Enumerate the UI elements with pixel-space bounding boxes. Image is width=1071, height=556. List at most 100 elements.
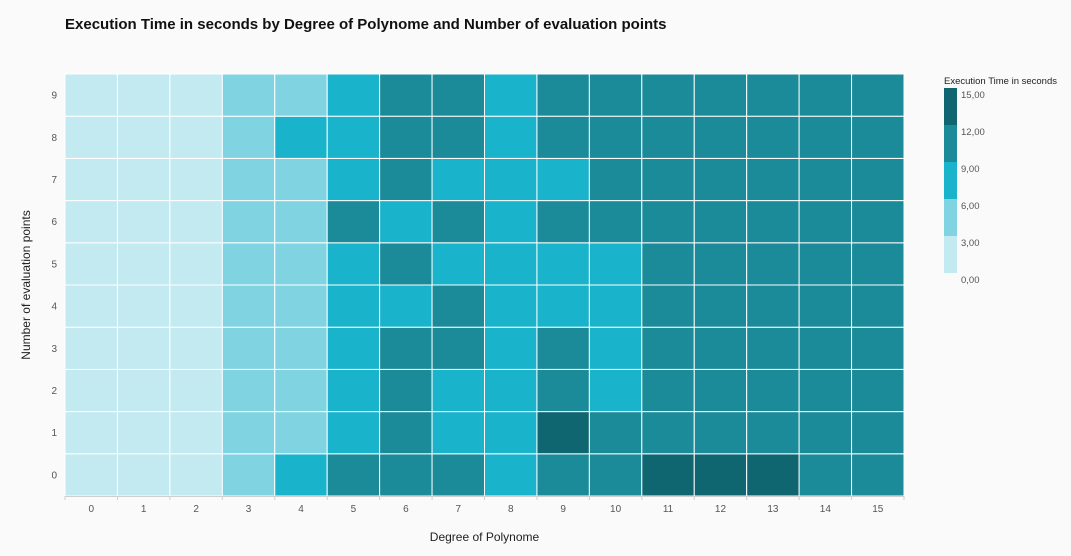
- heatmap-cell: [64, 368, 118, 413]
- heatmap-cell: [326, 157, 381, 202]
- heatmap-cell: [798, 115, 853, 159]
- y-tick-label: 5: [51, 259, 57, 270]
- y-tick-label: 8: [51, 133, 57, 144]
- heatmap-cell: [274, 73, 328, 117]
- heatmap-cell: [693, 284, 748, 328]
- heatmap-cell: [851, 157, 905, 202]
- heatmap-cell: [64, 73, 118, 117]
- heatmap-cell: [798, 453, 853, 497]
- heatmap-cell: [588, 157, 643, 202]
- heatmap-cell: [484, 411, 538, 455]
- heatmap-cell: [851, 242, 905, 286]
- heatmap-cell: [221, 453, 276, 497]
- heatmap-cell: [851, 284, 905, 328]
- heatmap-cell: [484, 157, 538, 202]
- heatmap-cell: [588, 115, 643, 159]
- heatmap-cell: [221, 115, 276, 159]
- heatmap-cell: [274, 368, 328, 413]
- heatmap-cell: [221, 411, 276, 455]
- x-tick-label: 0: [88, 504, 94, 515]
- heatmap-cells: [64, 73, 905, 497]
- heatmap-cell: [379, 411, 433, 455]
- heatmap-cell: [116, 326, 171, 370]
- x-tick-label: 3: [246, 504, 252, 515]
- heatmap-cell: [274, 200, 328, 244]
- x-tick-label: 2: [193, 504, 199, 515]
- heatmap-cell: [116, 73, 171, 117]
- heatmap-cell: [798, 200, 853, 244]
- x-tick-label: 14: [820, 504, 832, 515]
- y-tick-label: 7: [51, 175, 57, 186]
- legend-swatch: [944, 162, 957, 199]
- heatmap-cell: [588, 368, 643, 413]
- heatmap-cell: [851, 368, 905, 413]
- heatmap-cell: [116, 157, 171, 202]
- heatmap-cell: [746, 411, 800, 455]
- x-tick-label: 9: [560, 504, 566, 515]
- heatmap-cell: [641, 326, 695, 370]
- legend-tick-label: 9,00: [961, 164, 980, 175]
- heatmap-cell: [588, 453, 643, 497]
- heatmap-cell: [536, 157, 590, 202]
- heatmap-cell: [64, 453, 118, 497]
- heatmap-cell: [641, 242, 695, 286]
- legend-swatches: [944, 88, 957, 273]
- legend-tick-label: 3,00: [961, 238, 980, 249]
- heatmap-cell: [221, 157, 276, 202]
- heatmap-cell: [484, 284, 538, 328]
- heatmap-cell: [116, 242, 171, 286]
- heatmap-cell: [536, 411, 590, 455]
- heatmap-cell: [484, 368, 538, 413]
- x-axis-label: Degree of Polynome: [430, 530, 540, 544]
- heatmap-cell: [274, 284, 328, 328]
- heatmap-cell: [693, 157, 748, 202]
- legend-tick-label: 0,00: [961, 275, 980, 286]
- legend-swatch: [944, 236, 957, 273]
- heatmap-cell: [641, 453, 695, 497]
- legend-swatch: [944, 88, 957, 125]
- y-tick-label: 6: [51, 217, 57, 228]
- heatmap-cell: [798, 411, 853, 455]
- heatmap-cell: [221, 368, 276, 413]
- x-tick-label: 10: [610, 504, 622, 515]
- heatmap-cell: [116, 115, 171, 159]
- heatmap-cell: [379, 200, 433, 244]
- x-tick-label: 8: [508, 504, 514, 515]
- heatmap-cell: [746, 326, 800, 370]
- heatmap-cell: [746, 284, 800, 328]
- heatmap-cell: [64, 411, 118, 455]
- y-axis-label: Number of evaluation points: [19, 210, 33, 359]
- heatmap-cell: [169, 242, 223, 286]
- heatmap-cell: [431, 200, 485, 244]
- y-tick-label: 0: [51, 470, 57, 481]
- heatmap-cell: [116, 368, 171, 413]
- heatmap-cell: [641, 73, 695, 117]
- y-tick-label: 9: [51, 91, 57, 102]
- x-tick-label: 7: [456, 504, 462, 515]
- heatmap-cell: [116, 200, 171, 244]
- y-tick-label: 2: [51, 386, 57, 397]
- heatmap-cell: [221, 200, 276, 244]
- heatmap-cell: [379, 115, 433, 159]
- heatmap-cell: [116, 284, 171, 328]
- legend-tick-label: 15,00: [961, 90, 985, 101]
- heatmap-cell: [798, 368, 853, 413]
- heatmap-cell: [221, 284, 276, 328]
- heatmap-cell: [641, 157, 695, 202]
- heatmap-cell: [536, 368, 590, 413]
- x-tick-label: 5: [351, 504, 357, 515]
- heatmap-cell: [641, 284, 695, 328]
- heatmap-cell: [326, 200, 381, 244]
- heatmap-cell: [536, 115, 590, 159]
- heatmap-cell: [798, 242, 853, 286]
- heatmap-cell: [851, 115, 905, 159]
- heatmap-cell: [431, 326, 485, 370]
- heatmap-cell: [326, 368, 381, 413]
- heatmap-cell: [693, 200, 748, 244]
- x-tick-label: 12: [715, 504, 727, 515]
- heatmap-cell: [798, 157, 853, 202]
- heatmap-cell: [379, 157, 433, 202]
- heatmap-cell: [221, 73, 276, 117]
- heatmap-cell: [798, 73, 853, 117]
- heatmap-cell: [536, 284, 590, 328]
